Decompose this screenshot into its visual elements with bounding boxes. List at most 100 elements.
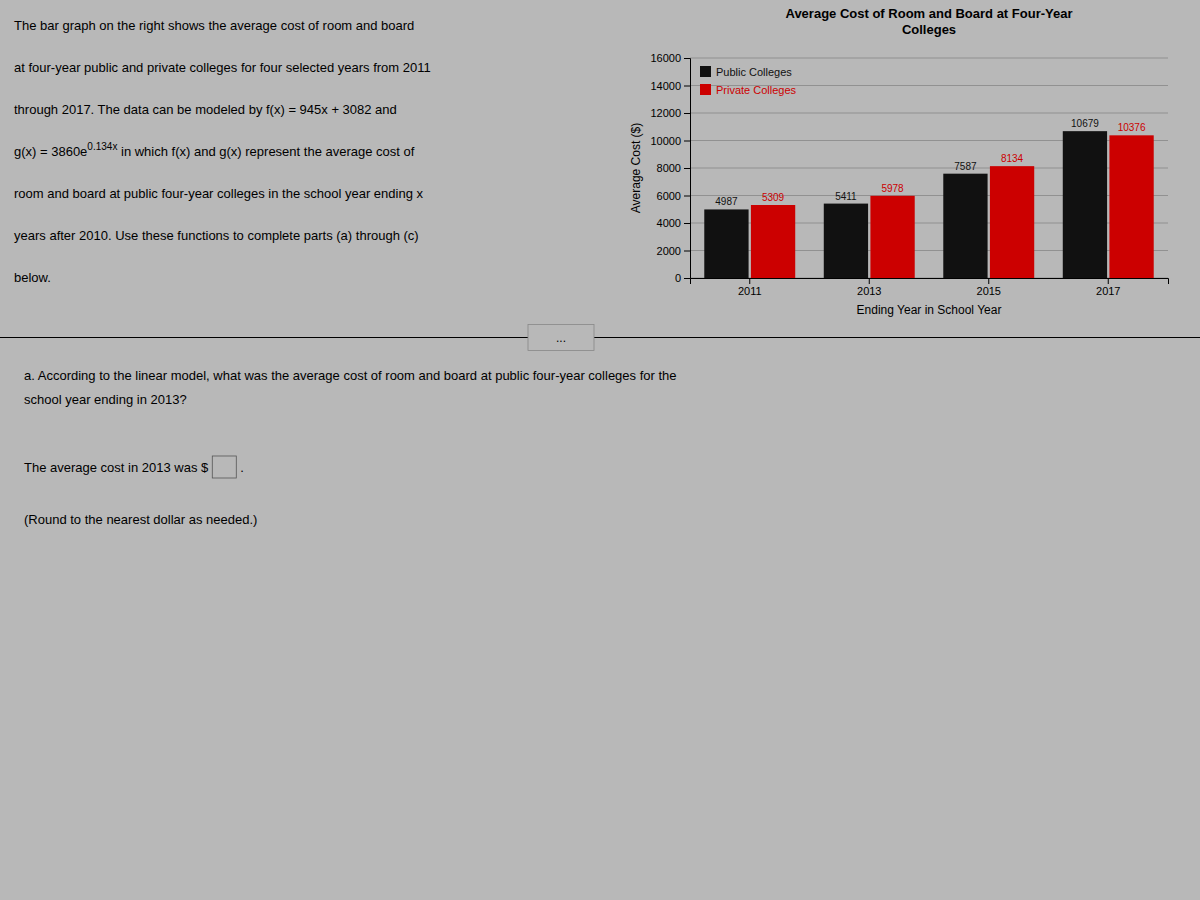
more-button[interactable]: ... bbox=[528, 325, 594, 351]
y-tick: 4000 bbox=[657, 217, 690, 229]
y-axis-line bbox=[684, 59, 691, 279]
y-tick: 10000 bbox=[650, 135, 690, 147]
y-tick-mark bbox=[684, 196, 690, 197]
y-tick: 12000 bbox=[650, 107, 690, 119]
intro-text: The bar graph on the right shows the ave… bbox=[14, 18, 431, 285]
x-tick: 2015 bbox=[977, 278, 1001, 297]
x-tick-mark bbox=[1108, 278, 1109, 284]
data-label: 10679 bbox=[1071, 118, 1099, 129]
legend-item: Public Colleges bbox=[700, 66, 792, 78]
question: a. According to the linear model, what w… bbox=[24, 368, 677, 527]
intro-line-rest: in which f(x) and g(x) represent the ave… bbox=[117, 144, 414, 159]
x-axis: 2011 2013 2015 2017 bbox=[691, 278, 1169, 297]
chart: Average Cost of Room and Board at Four-Y… bbox=[629, 6, 1169, 317]
y-tick: 8000 bbox=[657, 162, 690, 174]
data-label: 5978 bbox=[881, 183, 904, 194]
y-tick-label: 14000 bbox=[650, 80, 681, 92]
bar bbox=[870, 196, 914, 278]
y-tick-label: 0 bbox=[675, 272, 681, 284]
intro-line: through 2017. The data can be modeled by… bbox=[14, 102, 397, 117]
y-tick-mark bbox=[684, 168, 690, 169]
legend-item: Private Colleges bbox=[700, 84, 797, 96]
bar bbox=[1109, 135, 1153, 278]
y-tick-mark bbox=[684, 141, 690, 142]
x-axis-line bbox=[691, 279, 1169, 285]
answer-note: (Round to the nearest dollar as needed.) bbox=[24, 512, 257, 527]
separator bbox=[0, 337, 1200, 338]
question-line: a. According to the linear model, what w… bbox=[24, 368, 677, 383]
intro-line: below. bbox=[14, 270, 51, 285]
y-tick: 16000 bbox=[650, 52, 690, 64]
question-line: school year ending in 2013? bbox=[24, 392, 187, 407]
bar bbox=[751, 205, 795, 278]
x-tick-label: 2013 bbox=[857, 285, 881, 297]
y-tick: 6000 bbox=[657, 190, 690, 202]
x-tick-label: 2011 bbox=[738, 285, 762, 297]
chart-title-line: Colleges bbox=[902, 22, 956, 37]
y-tick-label: 8000 bbox=[657, 162, 681, 174]
intro-line: years after 2010. Use these functions to… bbox=[14, 228, 419, 243]
page: The bar graph on the right shows the ave… bbox=[0, 0, 1200, 900]
x-tick-mark bbox=[988, 278, 989, 284]
y-tick-label: 6000 bbox=[657, 190, 681, 202]
data-labels: 4987541175871067953095978813410376 bbox=[715, 118, 1146, 207]
grid-line bbox=[690, 113, 1168, 114]
intro-line: The bar graph on the right shows the ave… bbox=[14, 18, 414, 33]
x-tick-mark bbox=[869, 278, 870, 284]
superscript: 0.134x bbox=[87, 141, 117, 152]
y-tick-label: 16000 bbox=[650, 52, 681, 64]
y-axis-title: Average Cost ($) bbox=[629, 123, 643, 214]
grid-line bbox=[690, 58, 1168, 59]
intro-line-base: g(x) = 3860e bbox=[14, 144, 87, 159]
intro-line: room and board at public four-year colle… bbox=[14, 186, 424, 201]
y-tick-mark bbox=[684, 58, 690, 59]
x-tick-mark bbox=[749, 278, 750, 284]
bar bbox=[943, 174, 987, 278]
y-axis: 0 2000 4000 6000 8000 10000 12000 14000 16000 bbox=[650, 52, 690, 284]
bar bbox=[704, 209, 748, 278]
chart-title: Average Cost of Room and Board at Four-Y… bbox=[785, 6, 1072, 37]
data-label: 10376 bbox=[1118, 122, 1146, 133]
legend-label: Private Colleges bbox=[716, 84, 797, 96]
data-label: 5309 bbox=[762, 192, 785, 203]
x-tick: 2013 bbox=[857, 278, 881, 297]
bars bbox=[704, 131, 1153, 278]
more-button-label[interactable]: ... bbox=[556, 331, 566, 345]
y-tick: 0 bbox=[675, 272, 690, 284]
chart-title-line: Average Cost of Room and Board at Four-Y… bbox=[785, 6, 1072, 21]
answer-suffix: . bbox=[240, 460, 244, 475]
y-tick-mark bbox=[684, 251, 690, 252]
legend-label: Public Colleges bbox=[716, 66, 792, 78]
x-tick-label: 2017 bbox=[1096, 285, 1120, 297]
answer-prefix: The average cost in 2013 was $ bbox=[24, 460, 209, 475]
y-tick: 2000 bbox=[657, 245, 690, 257]
y-tick-label: 10000 bbox=[650, 135, 681, 147]
bar bbox=[824, 204, 868, 278]
x-tick-label: 2015 bbox=[977, 285, 1001, 297]
y-tick-label: 4000 bbox=[657, 217, 681, 229]
y-tick-mark bbox=[684, 223, 690, 224]
grid bbox=[690, 58, 1168, 278]
y-tick-mark bbox=[684, 278, 690, 279]
bar bbox=[990, 166, 1034, 278]
more-button-box[interactable] bbox=[528, 325, 594, 351]
legend-swatch bbox=[700, 84, 711, 95]
y-tick-label: 12000 bbox=[650, 107, 681, 119]
bar bbox=[1063, 131, 1107, 278]
legend-swatch bbox=[700, 66, 711, 77]
x-tick: 2017 bbox=[1096, 278, 1120, 297]
legend: Public Colleges Private Colleges bbox=[700, 66, 797, 96]
data-label: 8134 bbox=[1001, 153, 1024, 164]
y-tick-mark bbox=[684, 86, 690, 87]
y-tick-mark bbox=[684, 113, 690, 114]
x-axis-title: Ending Year in School Year bbox=[857, 303, 1002, 317]
x-tick: 2011 bbox=[738, 278, 762, 297]
background bbox=[0, 0, 1200, 900]
y-tick: 14000 bbox=[650, 80, 690, 92]
y-tick-label: 2000 bbox=[657, 245, 681, 257]
answer-input[interactable] bbox=[212, 456, 236, 478]
data-label: 7587 bbox=[954, 161, 977, 172]
intro-line: g(x) = 3860e0.134x in which f(x) and g(x… bbox=[14, 141, 415, 159]
intro-line: at four-year public and private colleges… bbox=[14, 60, 431, 75]
data-label: 4987 bbox=[715, 196, 738, 207]
